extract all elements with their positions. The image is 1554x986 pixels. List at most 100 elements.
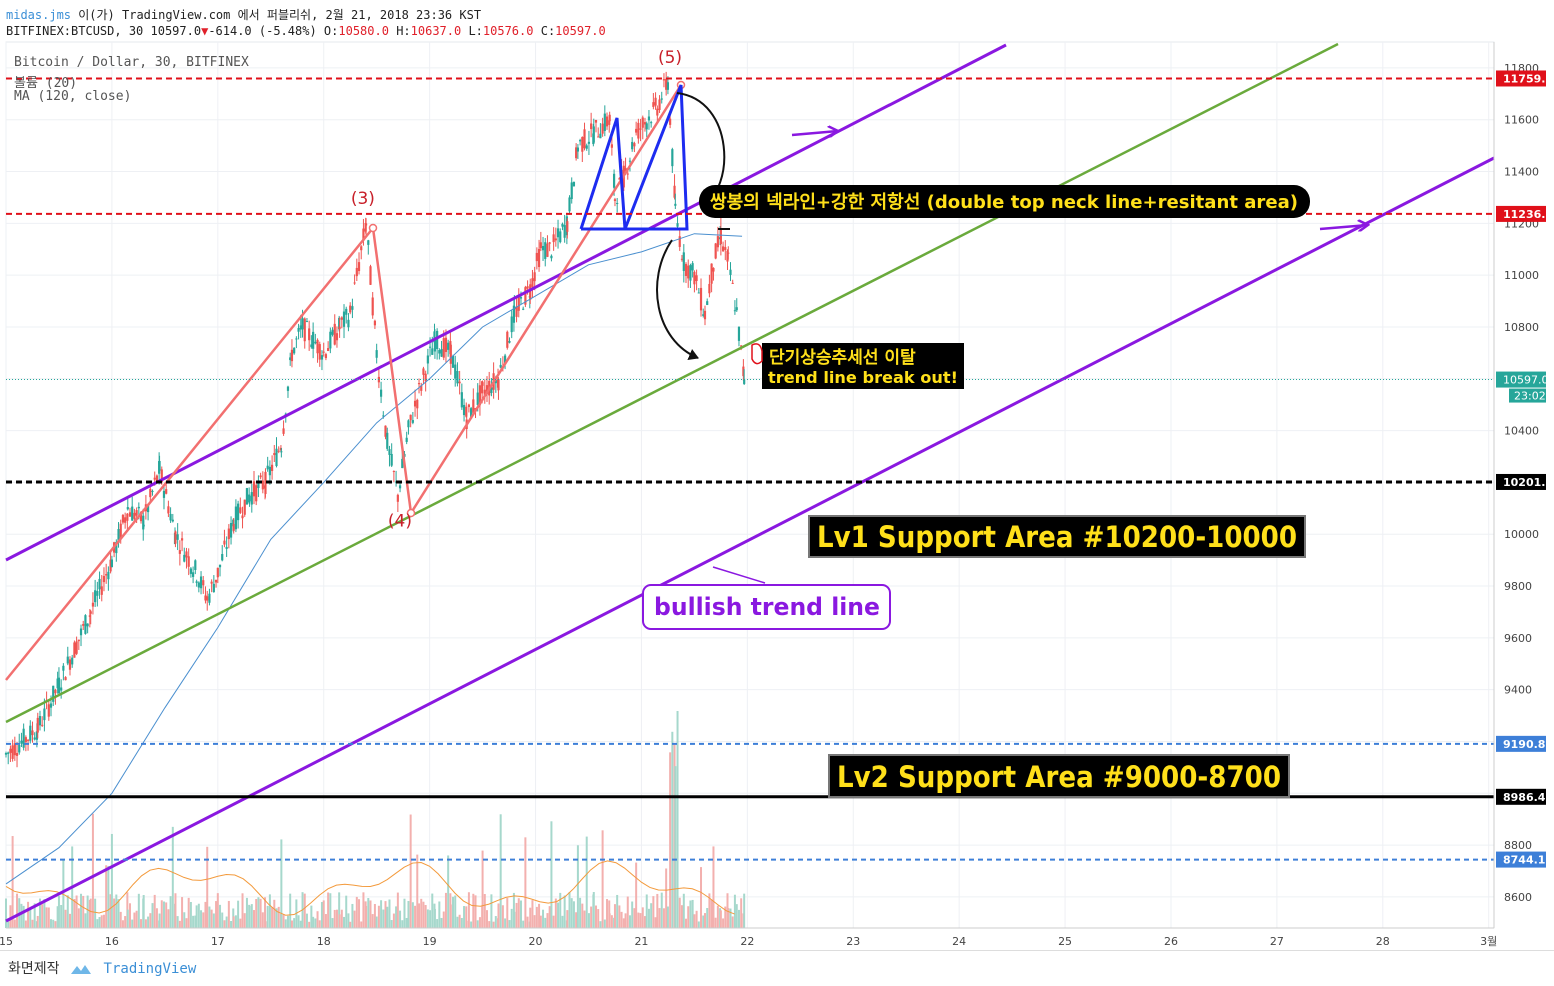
volume-bar — [386, 906, 389, 928]
candle-body — [96, 591, 99, 596]
volume-bar — [200, 910, 203, 928]
candle-body — [665, 78, 668, 90]
volume-bar — [576, 845, 579, 928]
time-tick-label: 25 — [1058, 935, 1072, 948]
candle-body — [662, 79, 666, 81]
tradingview-logo-icon — [70, 965, 91, 974]
candle-body — [293, 347, 296, 354]
candle-body — [54, 689, 57, 694]
volume-bar — [608, 913, 611, 928]
volume-bar — [424, 905, 427, 928]
volume-bar — [318, 920, 321, 928]
candle-body — [515, 306, 518, 317]
candle-body — [94, 590, 97, 603]
candle-body — [202, 580, 205, 586]
annotations: (3) (4) (5) 쌍봉의 넥라인+강한 저항선 (double top neck… — [351, 48, 1310, 798]
volume-bar — [481, 850, 484, 928]
volume-bar — [80, 893, 83, 928]
candle-body — [390, 453, 393, 466]
volume-bar — [45, 907, 48, 928]
candle-body — [192, 572, 195, 577]
candle-body — [335, 333, 339, 341]
countdown-tag-label: 23:02 — [1514, 390, 1546, 403]
footer-divider — [0, 950, 1554, 951]
candle-body — [20, 740, 23, 744]
volume-bar — [206, 846, 209, 928]
candle-body — [740, 345, 743, 347]
candle-body — [89, 611, 92, 614]
volume-bar — [20, 903, 23, 928]
volume-bar — [680, 905, 683, 928]
channel-upper-arrow — [791, 131, 838, 135]
volume-bar — [98, 917, 101, 928]
time-axis[interactable]: 15 16 17 18 19 20 21 22 23 24 25 26 27 28 3월 — [0, 927, 1497, 948]
candle-body — [41, 724, 44, 726]
legend-volume[interactable]: 볼륨 (20) — [14, 76, 78, 91]
volume-bar — [678, 897, 681, 928]
volume-bar — [570, 898, 573, 928]
candle-body — [454, 364, 457, 379]
volume-bar — [36, 915, 39, 928]
candle-body — [398, 485, 402, 489]
candle-body — [559, 231, 562, 243]
volume-bar — [546, 913, 549, 928]
breakout-callout-ko: 단기상승추세선 이탈 — [769, 347, 916, 368]
candle-body — [703, 310, 707, 320]
volume-bar — [382, 909, 385, 928]
volume-bar — [622, 918, 625, 928]
volume-bar — [324, 914, 327, 928]
volume-bar — [299, 920, 302, 928]
volume-bar — [706, 908, 709, 928]
author-link[interactable]: midas.jms — [6, 8, 72, 22]
candle-body — [295, 338, 298, 340]
volume-bar — [554, 898, 557, 928]
candle-body — [727, 252, 730, 254]
made-with-label: 화면제작 — [8, 961, 60, 977]
candle-body — [151, 490, 154, 492]
volume-bar — [447, 855, 450, 928]
candle-body — [320, 355, 324, 360]
volume-bar — [669, 752, 672, 928]
volume-bar — [11, 836, 14, 928]
volume-bar — [31, 919, 34, 928]
candle-body — [255, 485, 258, 502]
volume-bar — [204, 901, 207, 928]
candle-body — [691, 263, 694, 271]
candle-body — [554, 238, 557, 241]
volume-bar — [347, 913, 350, 928]
price-axis[interactable]: 1180011600114001120011000108001060010400… — [1493, 42, 1553, 928]
volume-bar — [702, 915, 705, 928]
volume-bar — [429, 910, 432, 928]
volume-bar — [16, 893, 19, 928]
candle-body — [472, 399, 475, 413]
tradingview-brand[interactable]: TradingView — [103, 961, 197, 977]
time-tick-label: 22 — [740, 935, 754, 948]
volume-bar — [82, 895, 85, 928]
candle-body — [126, 507, 129, 510]
legend-ma[interactable]: MA (120, close) — [14, 89, 132, 104]
candle-body — [195, 581, 198, 583]
candle-body — [239, 507, 242, 513]
volume-bar — [654, 917, 657, 928]
volume-bar — [420, 898, 423, 928]
volume-bar — [329, 893, 332, 928]
candle-body — [428, 346, 432, 348]
volume-bar — [618, 905, 621, 928]
candle-body — [212, 583, 215, 593]
candle-body — [405, 437, 408, 442]
candle-body — [49, 703, 53, 708]
volume-bar — [501, 905, 504, 928]
candle-body — [316, 339, 319, 354]
volume-bar — [33, 903, 36, 928]
volume-bar — [62, 859, 65, 928]
volume-bar — [740, 898, 743, 928]
candle-body — [697, 292, 700, 294]
volume-bar — [633, 908, 636, 928]
volume-bar — [142, 895, 145, 928]
volume-bar — [131, 919, 134, 928]
volume-bar — [497, 903, 500, 928]
candle-body — [706, 301, 709, 305]
candle-body — [225, 546, 228, 549]
volume-bar — [322, 900, 325, 928]
